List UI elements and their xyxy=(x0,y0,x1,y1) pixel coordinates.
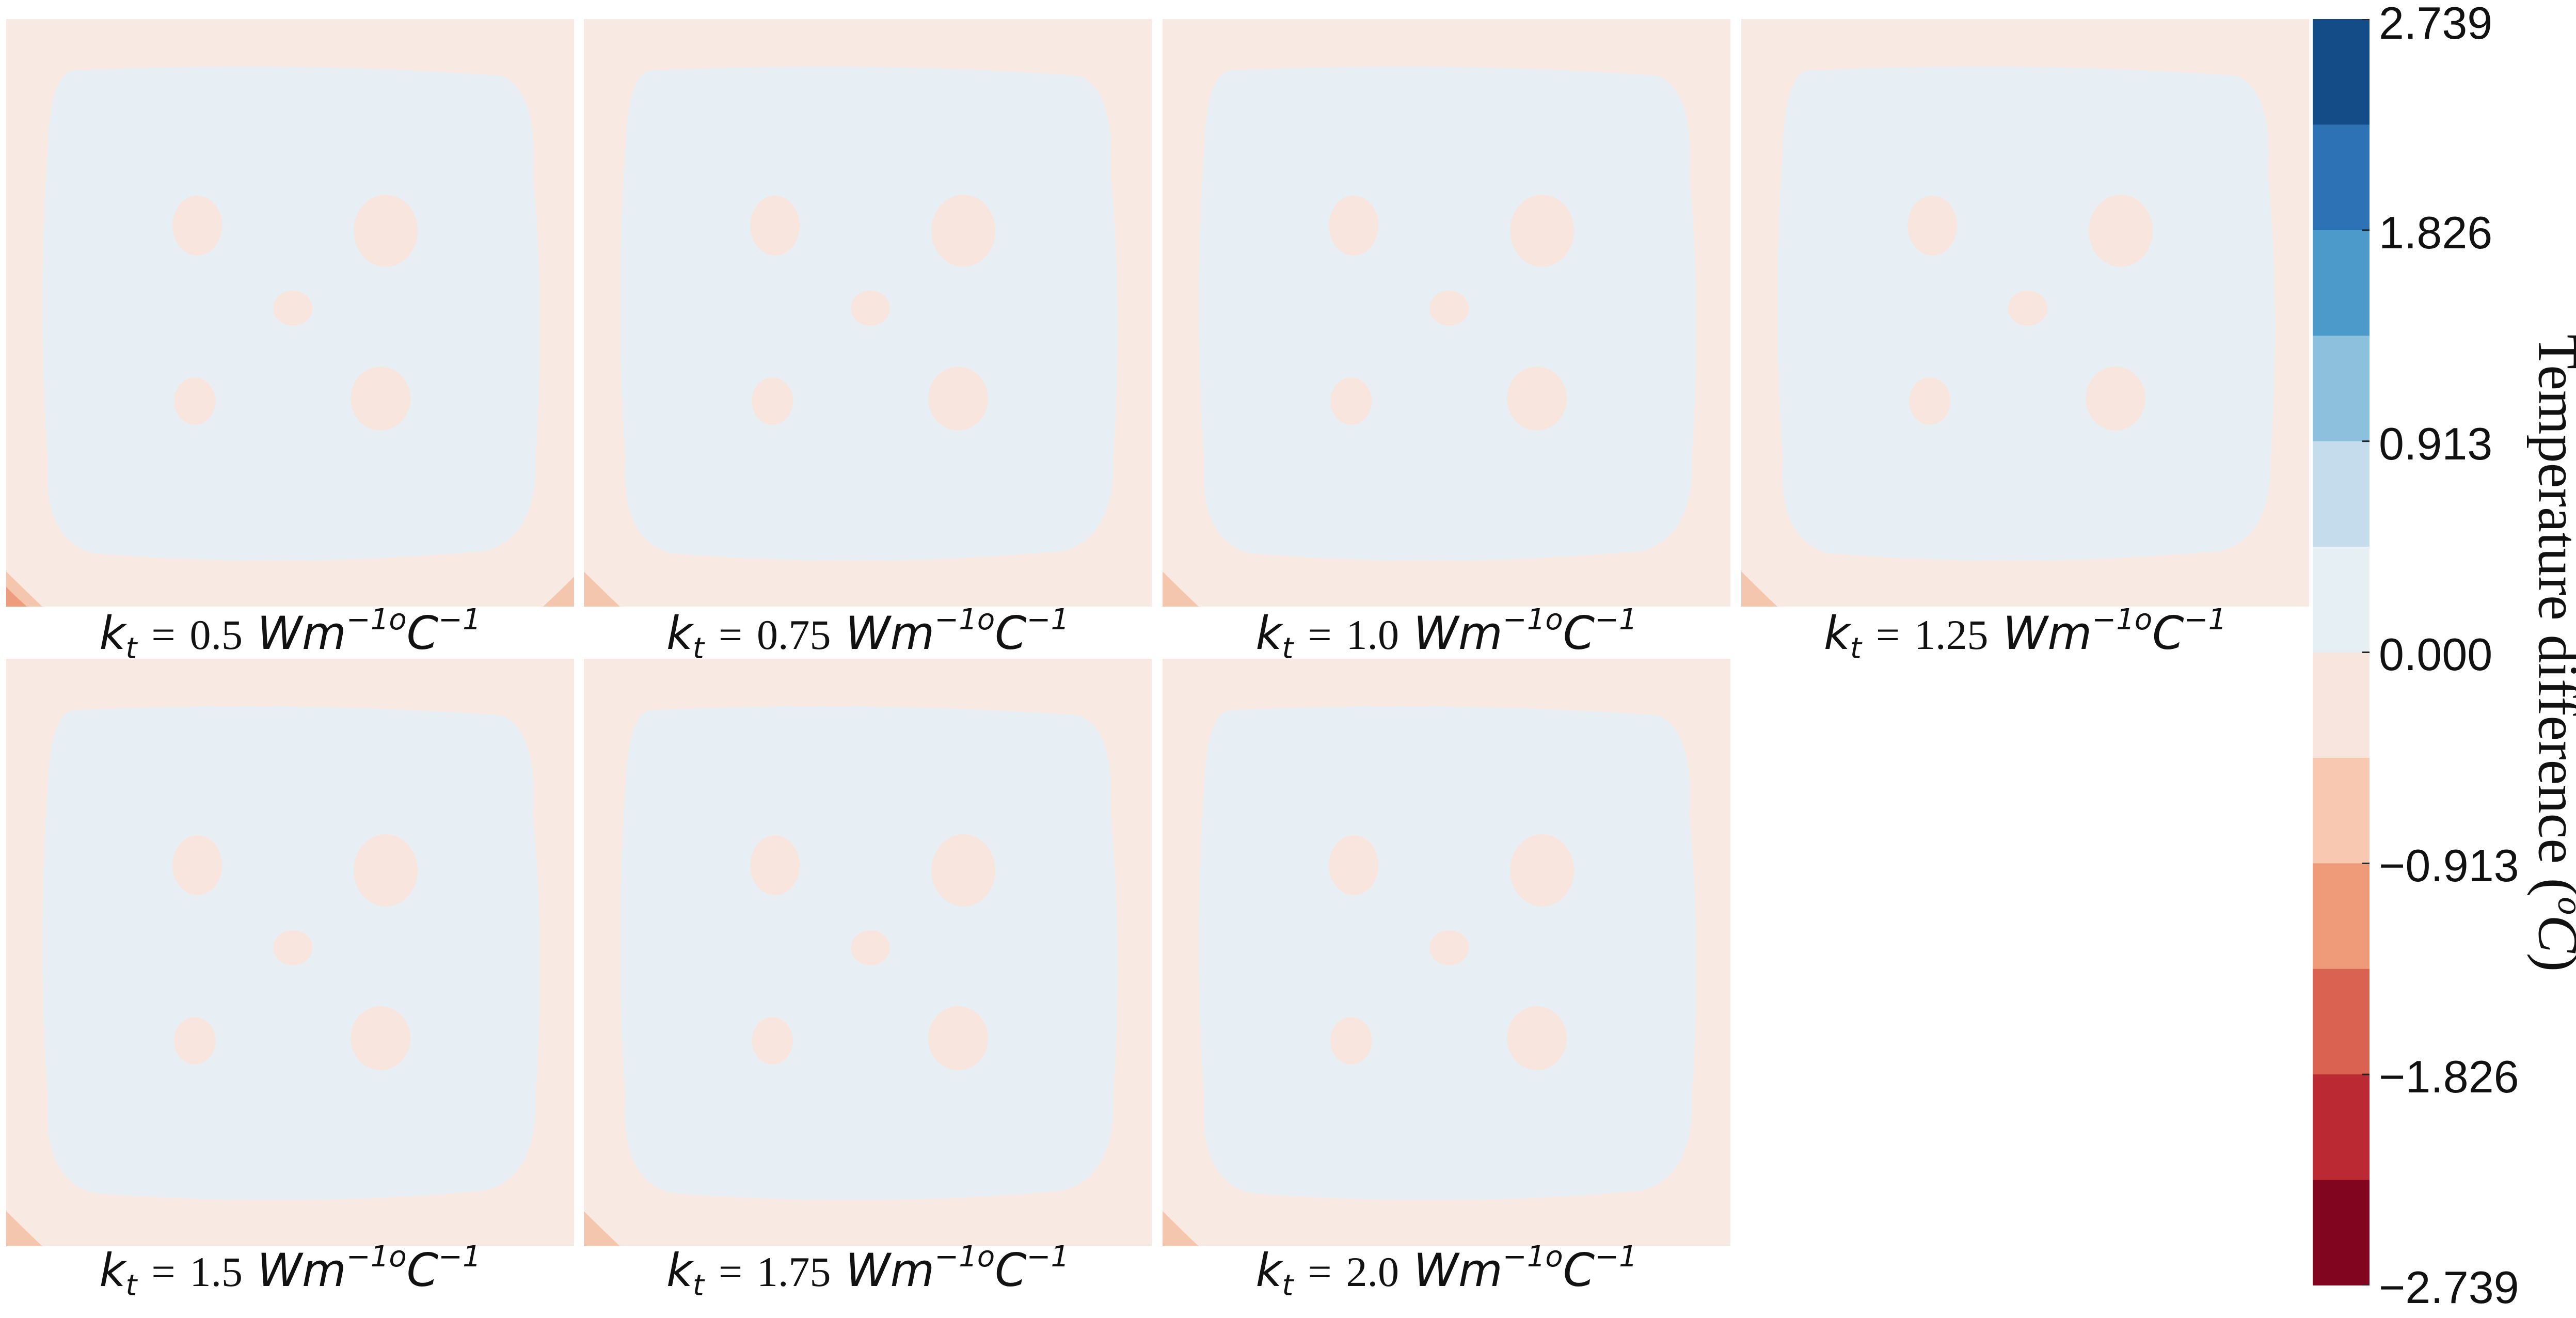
colorbar-level xyxy=(2313,968,2370,1075)
field-corner xyxy=(6,1211,42,1246)
field-spot xyxy=(1329,835,1378,895)
colorbar-tick-label: −1.826 xyxy=(2379,1051,2519,1102)
field-spot xyxy=(351,367,410,431)
colorbar-level xyxy=(2313,757,2370,864)
colorbar-title: Temperature difference (oC) xyxy=(2526,334,2576,972)
field-spot xyxy=(1507,1006,1567,1070)
field-spot xyxy=(752,1017,793,1065)
heatmap-field xyxy=(584,19,1152,607)
colorbar-level xyxy=(2313,336,2370,442)
colorbar-tick-label: 1.826 xyxy=(2379,207,2493,258)
caption-panel-5: kt = 1.5 Wm−1oC−1 xyxy=(99,1240,481,1303)
field-spot xyxy=(1330,377,1372,425)
heatmap-panel-kt-1.5 xyxy=(6,659,574,1246)
colorbar-level xyxy=(2313,19,2370,125)
field-spot xyxy=(172,196,222,256)
field-spot xyxy=(1330,1017,1372,1065)
field-spot xyxy=(750,196,800,256)
field-spot xyxy=(851,291,890,326)
field-spot xyxy=(928,1006,988,1070)
field-spot xyxy=(172,835,222,895)
colorbar-level xyxy=(2313,652,2370,758)
caption-panel-4: kt = 1.25 Wm−1oC−1 xyxy=(1823,603,2227,665)
heatmap-field xyxy=(1741,19,2309,607)
field-spot xyxy=(273,930,312,965)
field-spot xyxy=(851,930,890,965)
colorbar-level xyxy=(2313,1074,2370,1181)
colorbar-level xyxy=(2313,441,2370,547)
field-corner xyxy=(1741,571,1777,607)
heatmap-field xyxy=(6,19,574,607)
colorbar-level xyxy=(2313,1180,2370,1285)
colorbar-level xyxy=(2313,863,2370,970)
heatmap-panel-kt-1.25 xyxy=(1741,19,2309,607)
field-corner xyxy=(584,571,620,607)
field-corner xyxy=(1163,1211,1199,1246)
caption-panel-3: kt = 1.0 Wm−1oC−1 xyxy=(1255,603,1637,665)
caption-panel-2: kt = 0.75 Wm−1oC−1 xyxy=(666,603,1070,665)
field-spot xyxy=(354,834,418,907)
field-spot xyxy=(2008,291,2047,326)
field-spot xyxy=(1429,930,1469,965)
heatmap-field xyxy=(1163,659,1730,1246)
field-spot xyxy=(1429,291,1469,326)
field-spot xyxy=(174,377,215,425)
field-spot xyxy=(174,1017,215,1065)
field-spot xyxy=(931,195,995,267)
field-spot xyxy=(931,834,995,907)
caption-panel-1: kt = 0.5 Wm−1oC−1 xyxy=(99,603,481,665)
colorbar-level xyxy=(2313,230,2370,336)
field-corner xyxy=(1163,571,1199,607)
caption-panel-6: kt = 1.75 Wm−1oC−1 xyxy=(666,1240,1070,1303)
colorbar-tick-label: −2.739 xyxy=(2379,1262,2519,1313)
field-spot xyxy=(351,1006,410,1070)
colorbar-tick-label: 2.739 xyxy=(2379,0,2493,49)
colorbar-tick-label: −0.913 xyxy=(2379,840,2519,891)
colorbar-tick-label: 0.913 xyxy=(2379,418,2493,469)
heatmap-panel-kt-0.75 xyxy=(584,19,1152,607)
heatmap-field xyxy=(584,659,1152,1246)
colorbar-level xyxy=(2313,124,2370,231)
field-spot xyxy=(928,367,988,431)
field-spot xyxy=(354,195,418,267)
field-corner xyxy=(6,587,27,607)
heatmap-panel-kt-1.75 xyxy=(584,659,1152,1246)
heatmap-field xyxy=(6,659,574,1246)
caption-panel-7: kt = 2.0 Wm−1oC−1 xyxy=(1255,1240,1637,1303)
field-spot xyxy=(1510,195,1574,267)
field-spot xyxy=(273,291,312,326)
field-spot xyxy=(1329,196,1378,256)
heatmap-panel-kt-1.0 xyxy=(1163,19,1730,607)
field-spot xyxy=(1510,834,1574,907)
field-spot xyxy=(2089,195,2153,267)
colorbar-level xyxy=(2313,547,2370,653)
field-spot xyxy=(752,377,793,425)
field-corner xyxy=(543,577,574,607)
field-spot xyxy=(1909,377,1950,425)
field-spot xyxy=(750,835,800,895)
colorbar xyxy=(2313,19,2370,1285)
heatmap-field xyxy=(1163,19,1730,607)
field-spot xyxy=(2086,367,2145,431)
colorbar-tick-label: 0.000 xyxy=(2379,629,2493,680)
heatmap-panel-kt-0.5 xyxy=(6,19,574,607)
heatmap-panel-kt-2.0 xyxy=(1163,659,1730,1246)
field-spot xyxy=(1907,196,1957,256)
field-spot xyxy=(1507,367,1567,431)
field-corner xyxy=(584,1211,620,1246)
